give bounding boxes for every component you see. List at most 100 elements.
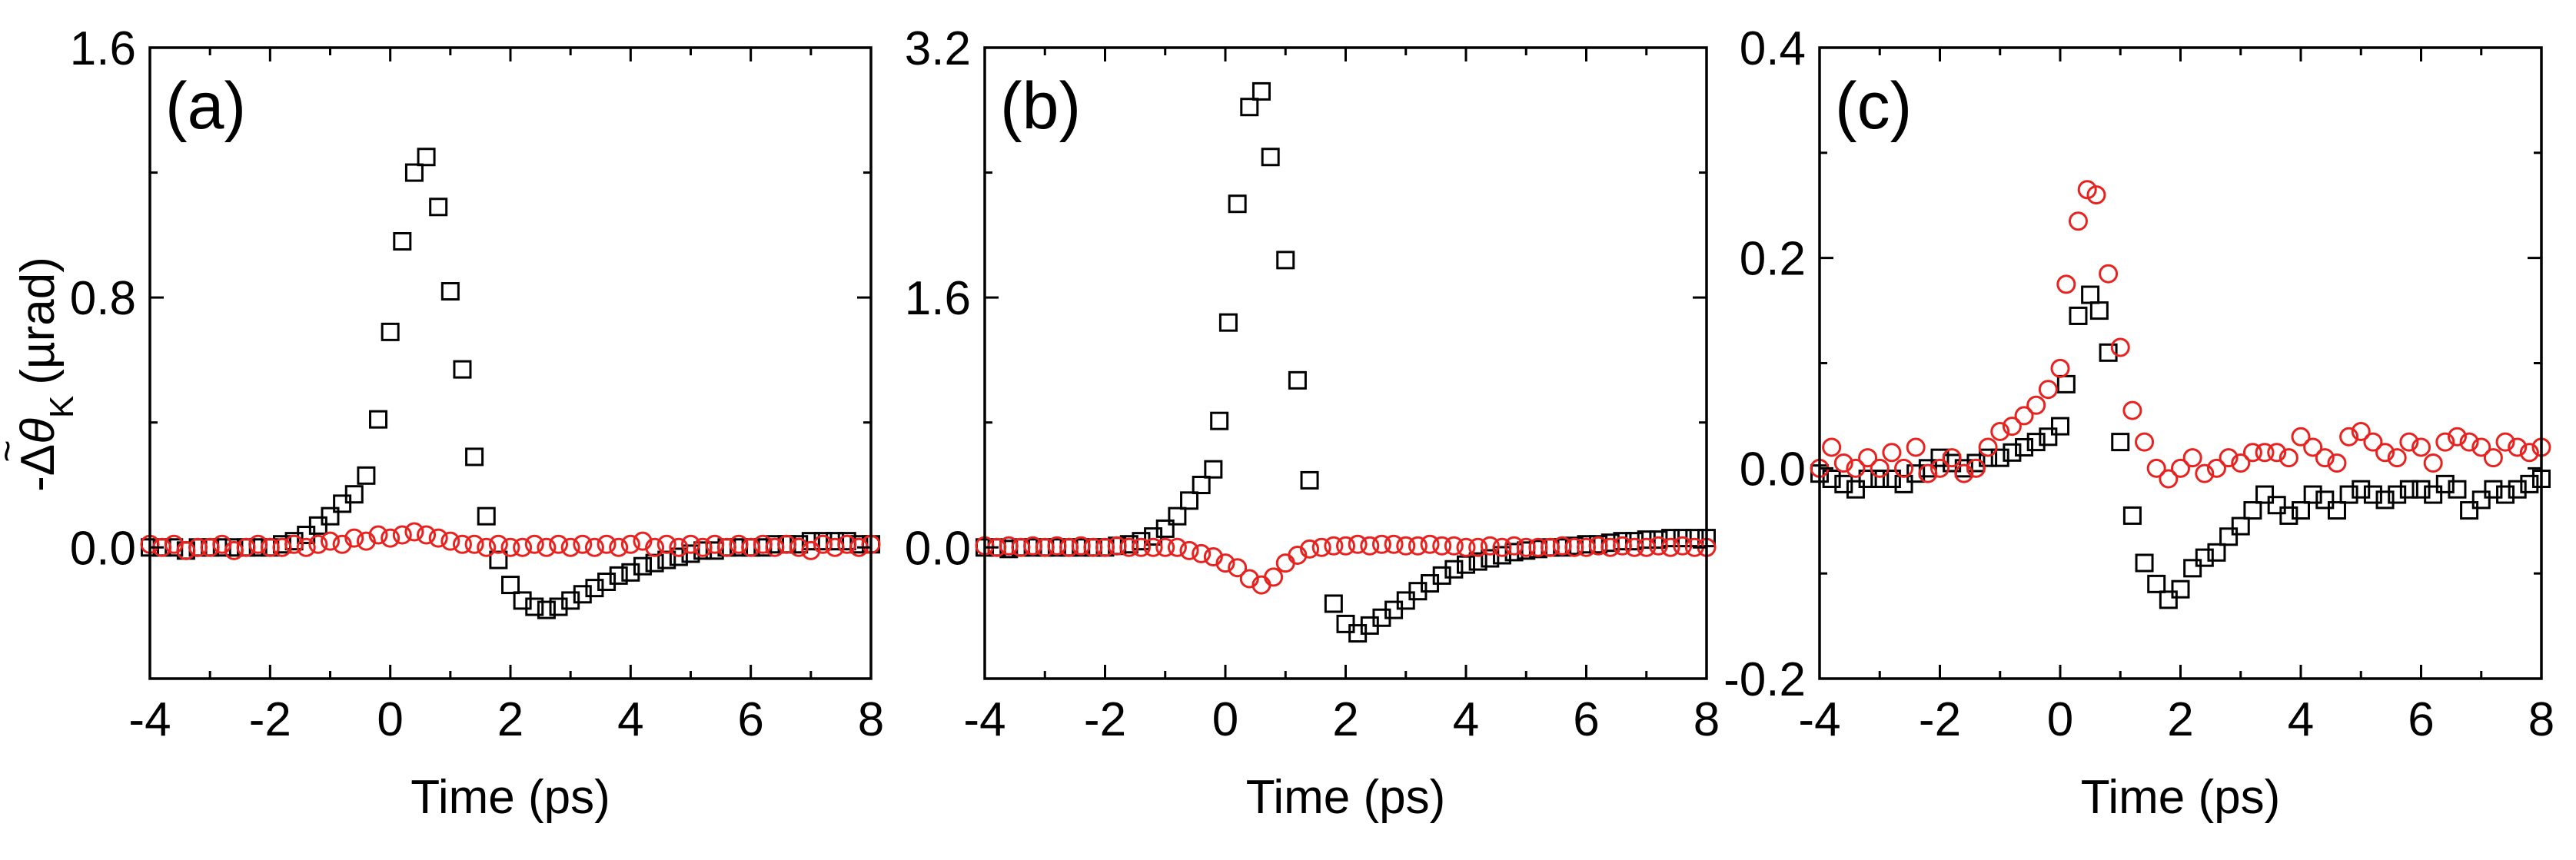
panel-label: (a): [165, 69, 246, 143]
data-point-circle: [1336, 536, 1355, 556]
data-point-circle: [999, 536, 1019, 556]
data-point-circle: [2068, 211, 2088, 231]
data-point-circle: [321, 531, 340, 551]
data-point-square: [1396, 591, 1415, 610]
data-point-circle: [729, 534, 749, 554]
data-point-circle: [2038, 380, 2058, 400]
data-point-square: [2099, 343, 2118, 362]
x-tick-label: 2: [2167, 693, 2193, 746]
data-point-circle: [837, 534, 857, 554]
data-point-circle: [1203, 546, 1223, 566]
data-markers: [975, 81, 1717, 643]
data-point-circle: [1541, 537, 1561, 557]
data-point-circle: [2110, 337, 2130, 357]
data-point-square: [308, 516, 327, 535]
data-point-circle: [224, 540, 244, 560]
data-markers: [1810, 180, 2551, 609]
data-point-circle: [1071, 536, 1091, 556]
data-point-square: [2508, 480, 2527, 499]
data-point-circle: [2014, 406, 2034, 426]
data-point-circle: [356, 531, 376, 551]
data-point-circle: [1408, 536, 1428, 556]
data-point-circle: [488, 534, 508, 554]
data-point-square: [440, 282, 460, 301]
data-point-square: [2303, 485, 2322, 504]
plot-frame: [1818, 46, 2543, 680]
data-point-circle: [1420, 534, 1440, 554]
data-point-square: [1192, 476, 1211, 495]
y-tick-label: 0.2: [1740, 233, 1806, 286]
data-point-circle: [2495, 432, 2515, 452]
y-tick-label: 0.0: [905, 522, 971, 575]
data-point-circle: [813, 534, 833, 554]
data-point-circle: [1882, 443, 1902, 463]
data-point-circle: [188, 537, 208, 557]
data-point-square: [1168, 506, 1187, 526]
data-point-square: [2147, 574, 2166, 593]
y-axis-title: -ΔθK (µrad) ~: [0, 257, 81, 492]
series-squares: [976, 81, 1716, 643]
data-point-square: [573, 585, 592, 604]
data-point-square: [2015, 437, 2034, 457]
data-point-circle: [2182, 448, 2202, 468]
data-point-square: [2135, 553, 2154, 573]
data-point-square: [477, 506, 496, 526]
data-point-circle: [1215, 553, 1235, 573]
data-point-square: [2363, 485, 2382, 504]
data-point-circle: [332, 534, 352, 554]
data-point-square: [2122, 506, 2142, 525]
data-point-circle: [1288, 545, 1308, 565]
data-point-circle: [248, 534, 268, 554]
data-point-circle: [1143, 537, 1163, 557]
data-point-square: [417, 148, 436, 167]
data-point-square: [2219, 527, 2239, 546]
data-point-circle: [1083, 537, 1103, 557]
data-point-circle: [1468, 537, 1488, 557]
y-tick-label: 0.8: [70, 272, 136, 325]
series-circles: [1810, 180, 2551, 489]
data-point-circle: [2291, 427, 2311, 447]
y-tick-label: 0.0: [70, 522, 136, 575]
data-point-square: [2026, 433, 2046, 452]
data-point-square: [585, 579, 604, 598]
data-point-circle: [2327, 453, 2347, 473]
x-tick-label: 2: [1332, 693, 1358, 746]
data-point-circle: [2411, 437, 2431, 457]
data-point-circle: [452, 534, 472, 554]
data-point-square: [333, 494, 352, 513]
data-point-circle: [2135, 432, 2155, 452]
data-point-square: [826, 532, 845, 551]
data-point-square: [1504, 543, 1524, 562]
data-point-square: [2388, 485, 2407, 504]
data-point-circle: [2399, 432, 2419, 452]
data-point-circle: [2303, 437, 2323, 457]
data-point-square: [429, 198, 448, 217]
data-point-circle: [537, 537, 557, 557]
data-point-circle: [2002, 417, 2022, 437]
data-point-circle: [1492, 537, 1512, 557]
data-point-circle: [2363, 432, 2383, 452]
data-point-circle: [404, 522, 424, 542]
data-point-circle: [2231, 453, 2251, 473]
data-point-circle: [1870, 458, 1890, 478]
data-point-square: [1444, 559, 1464, 579]
data-point-square: [1288, 370, 1307, 390]
x-tick-label: -4: [128, 693, 171, 746]
data-point-circle: [1155, 537, 1175, 557]
y-tick-label: 1.6: [905, 272, 971, 325]
data-point-circle: [597, 534, 617, 554]
data-point-square: [1204, 460, 1223, 479]
y-tick-label: 1.6: [70, 22, 136, 75]
x-tick-label: 0: [2047, 693, 2073, 746]
data-point-circle: [633, 531, 653, 551]
data-point-square: [357, 466, 376, 485]
data-point-circle: [1360, 536, 1380, 556]
data-point-square: [2339, 485, 2358, 504]
plot-frame: [983, 46, 1708, 680]
data-point-circle: [1047, 536, 1067, 556]
data-point-circle: [1612, 536, 1632, 556]
data-point-circle: [2447, 427, 2467, 447]
data-point-circle: [2195, 463, 2215, 483]
data-point-circle: [1822, 437, 1842, 457]
data-point-circle: [1624, 537, 1644, 557]
